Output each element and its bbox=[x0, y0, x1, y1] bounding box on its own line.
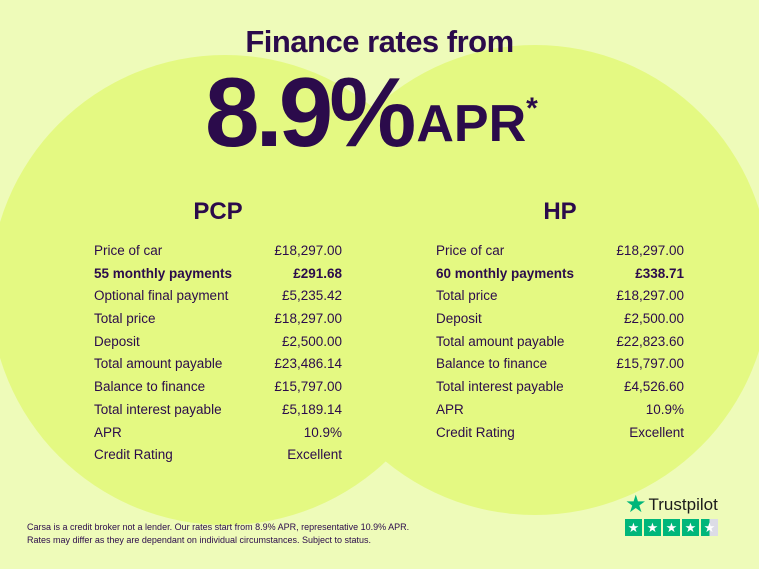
row-value: £5,235.42 bbox=[281, 288, 342, 304]
row-value: £15,797.00 bbox=[616, 356, 684, 372]
table-row: Price of car £18,297.00 bbox=[94, 240, 342, 263]
row-value: £338.71 bbox=[635, 265, 684, 281]
row-label: Deposit bbox=[436, 311, 482, 327]
trustpilot-star-icon: ★ bbox=[625, 491, 647, 518]
table-row: Credit Rating Excellent bbox=[436, 422, 684, 445]
row-label: Deposit bbox=[94, 333, 140, 349]
row-label: Total price bbox=[436, 288, 498, 304]
row-label: Balance to finance bbox=[94, 379, 206, 395]
table-row: Total interest payable £5,189.14 bbox=[94, 399, 342, 422]
row-label: 55 monthly payments bbox=[94, 265, 233, 281]
row-value: £18,297.00 bbox=[274, 311, 342, 327]
row-value: £291.68 bbox=[293, 265, 342, 281]
apr-label: APR bbox=[416, 95, 527, 153]
row-value: £18,297.00 bbox=[616, 243, 684, 258]
disclaimer: Carsa is a credit broker not a lender. O… bbox=[27, 521, 409, 547]
row-value: £15,797.00 bbox=[274, 379, 342, 395]
star-icon: ★ bbox=[663, 519, 680, 536]
row-value: 10.9% bbox=[303, 424, 342, 440]
row-value: £5,189.14 bbox=[281, 401, 342, 417]
row-label: APR bbox=[436, 401, 464, 417]
pcp-rows: Price of car £18,297.00 55 monthly payment… bbox=[94, 240, 342, 467]
trustpilot-rating: ★ ★ ★ ★ ★ bbox=[625, 519, 718, 536]
hp-title: HP bbox=[543, 198, 577, 225]
row-value: £18,297.00 bbox=[616, 288, 684, 304]
hp-table: HP Price of car £18,297.00 60 monthly paym… bbox=[436, 198, 684, 444]
table-row: Credit Rating Excellent bbox=[94, 444, 342, 467]
rate-display: 8.9% APR * bbox=[205, 62, 538, 162]
asterisk: * bbox=[526, 92, 538, 125]
table-row: Deposit £2,500.00 bbox=[436, 308, 684, 331]
headline: Finance rates from bbox=[245, 24, 514, 59]
disclaimer-line-1: Carsa is a credit broker not a lender. O… bbox=[27, 522, 410, 532]
star-icon: ★ bbox=[701, 519, 718, 536]
table-row: Deposit £2,500.00 bbox=[94, 331, 342, 354]
star-icon: ★ bbox=[682, 519, 699, 536]
row-label: Optional final payment bbox=[94, 288, 229, 304]
row-label: Credit Rating bbox=[94, 447, 173, 463]
row-label: Total price bbox=[94, 311, 156, 327]
row-value: £2,500.00 bbox=[623, 311, 684, 327]
pcp-title: PCP bbox=[193, 198, 243, 225]
row-label: Total interest payable bbox=[436, 379, 564, 395]
table-row: Total price £18,297.00 bbox=[94, 308, 342, 331]
table-row: 60 monthly payments £338.71 bbox=[436, 263, 684, 286]
table-row: Total amount payable £22,823.60 bbox=[436, 331, 684, 354]
row-value: Excellent bbox=[287, 447, 342, 463]
table-row: Total interest payable £4,526.60 bbox=[436, 376, 684, 399]
row-value: £18,297.00 bbox=[274, 243, 342, 258]
star-icon: ★ bbox=[644, 519, 661, 536]
table-row: Total amount payable £23,486.14 bbox=[94, 353, 342, 376]
row-value: £4,526.60 bbox=[623, 379, 684, 395]
row-value: Excellent bbox=[629, 424, 684, 440]
row-label: 60 monthly payments bbox=[436, 265, 575, 281]
trustpilot-badge[interactable]: ★ Trustpilot ★ ★ ★ ★ ★ bbox=[625, 491, 718, 536]
disclaimer-line-2: Rates may differ as they are dependant o… bbox=[27, 535, 372, 545]
row-label: Price of car bbox=[436, 243, 505, 258]
row-label: Total amount payable bbox=[436, 333, 565, 349]
row-value: 10.9% bbox=[645, 401, 684, 417]
table-row: APR 10.9% bbox=[94, 422, 342, 445]
table-row: Balance to finance £15,797.00 bbox=[94, 376, 342, 399]
row-label: Credit Rating bbox=[436, 424, 515, 440]
row-value: £22,823.60 bbox=[616, 333, 684, 349]
star-icon: ★ bbox=[625, 519, 642, 536]
pcp-table: PCP Price of car £18,297.00 55 monthly pay… bbox=[94, 198, 342, 467]
table-row: Balance to finance £15,797.00 bbox=[436, 353, 684, 376]
row-label: Total amount payable bbox=[94, 356, 223, 372]
row-label: APR bbox=[94, 424, 122, 440]
table-row: Optional final payment £5,235.42 bbox=[94, 285, 342, 308]
rate-value: 8.9% bbox=[205, 57, 416, 167]
table-row: 55 monthly payments £291.68 bbox=[94, 263, 342, 286]
table-row: APR 10.9% bbox=[436, 399, 684, 422]
table-row: Price of car £18,297.00 bbox=[436, 240, 684, 263]
row-value: £2,500.00 bbox=[281, 333, 342, 349]
row-label: Balance to finance bbox=[436, 356, 548, 372]
row-label: Total interest payable bbox=[94, 401, 222, 417]
table-row: Total price £18,297.00 bbox=[436, 285, 684, 308]
trustpilot-label: Trustpilot bbox=[648, 495, 718, 514]
trustpilot-logo: ★ Trustpilot bbox=[625, 491, 718, 518]
row-label: Price of car bbox=[94, 243, 163, 258]
row-value: £23,486.14 bbox=[274, 356, 342, 372]
decorative-circle-right bbox=[300, 45, 759, 515]
hp-rows: Price of car £18,297.00 60 monthly payment… bbox=[436, 240, 684, 444]
